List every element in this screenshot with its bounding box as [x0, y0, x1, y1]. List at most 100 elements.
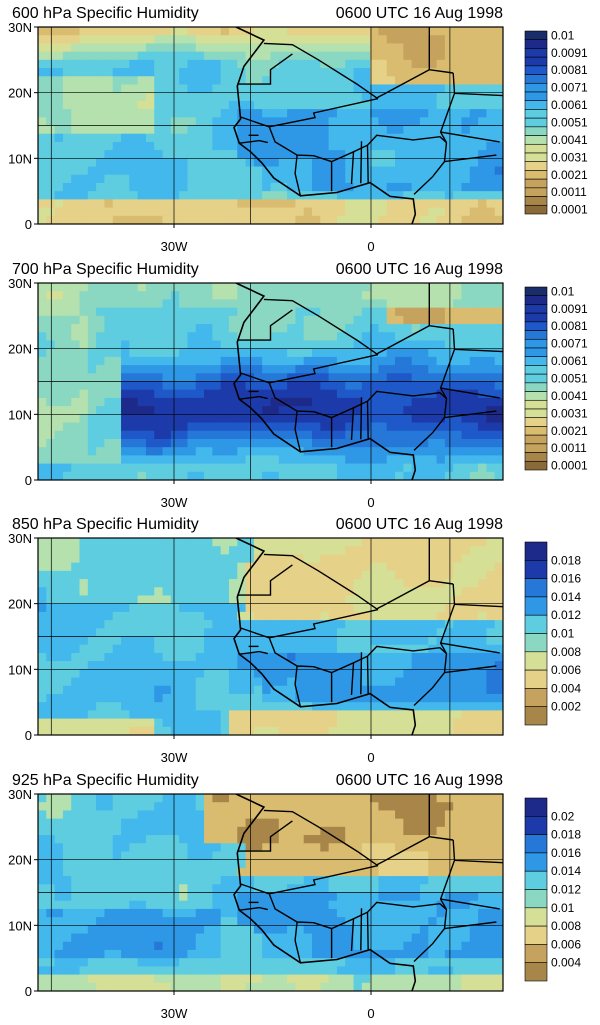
field-cell: [187, 876, 196, 885]
field-cell: [378, 431, 387, 440]
field-cell: [320, 563, 329, 572]
colorbar-swatch: [525, 453, 547, 462]
field-cell: [63, 694, 72, 703]
field-cell: [104, 373, 113, 382]
field-cell: [88, 68, 97, 77]
field-cell: [154, 134, 163, 143]
field-cell: [312, 43, 321, 52]
field-cell: [461, 587, 470, 596]
field-cell: [55, 851, 64, 860]
field-cell: [354, 93, 363, 102]
field-cell: [88, 117, 97, 126]
field-cell: [113, 563, 122, 572]
field-cell: [154, 27, 163, 36]
field-cell: [304, 291, 313, 300]
field-cell: [46, 52, 55, 61]
field-cell: [387, 349, 396, 358]
field-cell: [387, 669, 396, 678]
field-cell: [495, 669, 504, 678]
field-cell: [187, 76, 196, 85]
field-cell: [461, 365, 470, 374]
field-cell: [437, 150, 446, 159]
field-cell: [104, 365, 113, 374]
field-cell: [486, 308, 495, 317]
field-cell: [38, 612, 47, 621]
field-cell: [337, 612, 346, 621]
field-cell: [113, 398, 122, 407]
field-cell: [138, 414, 147, 423]
field-cell: [395, 702, 404, 711]
colorbar-swatch: [525, 75, 547, 84]
field-cell: [196, 357, 205, 366]
field-cell: [486, 340, 495, 349]
field-cell: [55, 357, 64, 366]
field-cell: [187, 43, 196, 52]
field-cell: [212, 60, 221, 69]
field-cell: [495, 340, 504, 349]
field-cell: [354, 645, 363, 654]
field-cell: [329, 653, 338, 662]
field-cell: [171, 84, 180, 93]
field-cell: [362, 199, 371, 208]
field-cell: [129, 84, 138, 93]
field-cell: [279, 126, 288, 135]
field-cell: [378, 694, 387, 703]
field-cell: [96, 579, 105, 588]
field-cell: [163, 810, 172, 819]
field-cell: [229, 620, 238, 629]
field-cell: [271, 917, 280, 926]
field-cell: [88, 884, 97, 893]
field-cell: [403, 52, 412, 61]
field-cell: [295, 538, 304, 547]
field-cell: [163, 35, 172, 44]
field-cell: [121, 472, 130, 481]
field-cell: [129, 464, 138, 473]
field-cell: [237, 406, 246, 415]
field-cell: [362, 382, 371, 391]
field-cell: [229, 843, 238, 852]
field-cell: [362, 208, 371, 217]
field-cell: [204, 620, 213, 629]
field-cell: [387, 316, 396, 325]
field-cell: [179, 587, 188, 596]
field-cell: [71, 216, 80, 225]
field-cell: [403, 382, 412, 391]
field-cell: [55, 819, 64, 828]
field-cell: [337, 414, 346, 423]
field-cell: [171, 455, 180, 464]
field-cell: [395, 620, 404, 629]
field-cell: [88, 917, 97, 926]
field-cell: [187, 917, 196, 926]
field-cell: [271, 966, 280, 975]
field-cell: [312, 167, 321, 176]
field-cell: [486, 84, 495, 93]
field-cell: [212, 324, 221, 333]
field-cell: [104, 538, 113, 547]
field-cell: [71, 702, 80, 711]
field-cell: [80, 101, 89, 110]
field-cell: [295, 472, 304, 481]
field-cell: [146, 283, 155, 292]
field-cell: [154, 332, 163, 341]
field-cell: [104, 84, 113, 93]
field-cell: [146, 308, 155, 317]
field-cell: [262, 653, 271, 662]
field-cell: [163, 819, 172, 828]
field-cell: [163, 901, 172, 910]
field-cell: [412, 669, 421, 678]
field-cell: [295, 283, 304, 292]
field-cell: [262, 620, 271, 629]
field-cell: [470, 669, 479, 678]
field-cell: [187, 710, 196, 719]
field-cell: [55, 175, 64, 184]
field-cell: [146, 357, 155, 366]
field-cell: [146, 645, 155, 654]
field-cell: [171, 382, 180, 391]
field-cell: [196, 571, 205, 580]
field-cell: [146, 719, 155, 728]
field-cell: [179, 390, 188, 399]
field-cell: [212, 645, 221, 654]
field-cell: [254, 604, 263, 613]
field-cell: [187, 472, 196, 481]
